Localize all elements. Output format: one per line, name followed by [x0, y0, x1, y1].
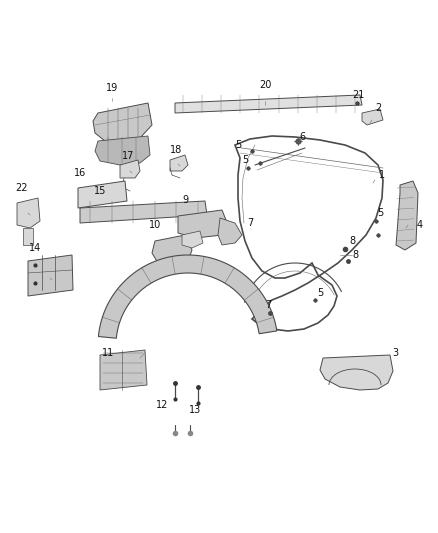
- Polygon shape: [175, 95, 362, 113]
- Text: 11: 11: [102, 348, 114, 358]
- Polygon shape: [93, 103, 152, 143]
- Text: 12: 12: [156, 400, 168, 410]
- Text: 2: 2: [375, 103, 381, 113]
- Polygon shape: [320, 355, 393, 390]
- Text: 18: 18: [170, 145, 182, 155]
- Text: 10: 10: [149, 220, 161, 230]
- Text: 7: 7: [247, 218, 253, 228]
- Text: 9: 9: [182, 195, 188, 205]
- Text: 8: 8: [349, 236, 355, 246]
- Text: 4: 4: [417, 220, 423, 230]
- Polygon shape: [78, 181, 127, 208]
- Text: 22: 22: [16, 183, 28, 193]
- Text: 5: 5: [242, 155, 248, 165]
- Text: 17: 17: [122, 151, 134, 161]
- Polygon shape: [218, 218, 242, 245]
- Polygon shape: [80, 201, 207, 223]
- Polygon shape: [178, 210, 228, 238]
- Polygon shape: [182, 231, 203, 248]
- Polygon shape: [23, 228, 33, 245]
- Polygon shape: [120, 160, 140, 178]
- Text: 21: 21: [352, 90, 364, 100]
- Text: 7: 7: [265, 300, 271, 310]
- Polygon shape: [170, 155, 188, 171]
- Text: 13: 13: [189, 405, 201, 415]
- Polygon shape: [28, 255, 73, 296]
- Text: 1: 1: [379, 170, 385, 180]
- Text: 20: 20: [259, 80, 271, 90]
- Polygon shape: [396, 181, 418, 250]
- Text: 19: 19: [106, 83, 118, 93]
- Text: 5: 5: [317, 288, 323, 298]
- Text: 3: 3: [392, 348, 398, 358]
- Text: 15: 15: [94, 186, 106, 196]
- Polygon shape: [100, 350, 147, 390]
- Polygon shape: [95, 136, 150, 165]
- Text: 5: 5: [235, 140, 241, 150]
- Polygon shape: [362, 109, 383, 125]
- Text: 16: 16: [74, 168, 86, 178]
- Text: 14: 14: [29, 243, 41, 253]
- Text: 5: 5: [377, 208, 383, 218]
- Text: 8: 8: [352, 250, 358, 260]
- Polygon shape: [99, 255, 277, 338]
- Polygon shape: [17, 198, 40, 228]
- Polygon shape: [152, 235, 192, 265]
- Text: 6: 6: [299, 132, 305, 142]
